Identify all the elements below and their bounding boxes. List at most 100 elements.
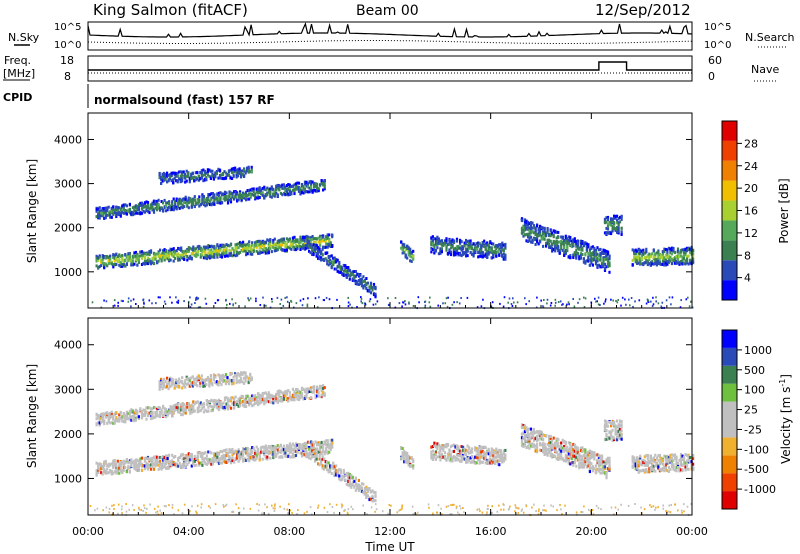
heatmap-cell: [265, 304, 267, 307]
heatmap-cell: [637, 257, 640, 261]
heatmap-cell: [287, 444, 290, 448]
heatmap-cell: [661, 255, 664, 259]
heatmap-cell: [430, 250, 433, 254]
heatmap-cell: [442, 243, 445, 247]
heatmap-cell: [326, 439, 329, 443]
heatmap-cell: [107, 471, 110, 475]
heatmap-cell: [663, 247, 666, 251]
heatmap-cell: [466, 240, 469, 244]
heatmap-cell: [177, 299, 180, 302]
heatmap-cell: [130, 410, 133, 414]
heatmap-cell: [344, 273, 347, 277]
heatmap-cell: [302, 185, 305, 189]
heatmap-cell: [166, 410, 169, 414]
heatmap-cell: [317, 236, 320, 240]
heatmap-cell: [192, 251, 195, 255]
heatmap-cell: [223, 405, 227, 409]
heatmap-cell: [154, 257, 157, 261]
heatmap-cell: [130, 263, 133, 267]
heatmap-cell: [97, 468, 100, 472]
heatmap-cell: [249, 450, 252, 453]
heatmap-cell: [199, 454, 202, 458]
heatmap-cell: [490, 251, 493, 255]
heatmap-cell: [195, 253, 198, 256]
heatmap-cell: [246, 245, 249, 249]
heatmap-cell: [255, 245, 258, 249]
heatmap-cell: [133, 459, 136, 463]
heatmap-cell: [275, 399, 278, 403]
heatmap-cell: [311, 190, 314, 194]
heatmap-cell: [657, 259, 660, 263]
heatmap-cell: [278, 445, 281, 449]
heatmap-cell: [297, 181, 301, 185]
heatmap-cell: [172, 455, 175, 459]
heatmap-cell: [322, 387, 325, 390]
heatmap-cell: [329, 438, 332, 442]
heatmap-cell: [264, 249, 267, 253]
heatmap-cell: [154, 411, 157, 414]
heatmap-cell: [459, 241, 462, 245]
heatmap-cell: [300, 451, 304, 455]
heatmap-cell: [181, 462, 184, 466]
heatmap-cell: [306, 303, 309, 306]
heatmap-cell: [372, 282, 376, 286]
heatmap-cell: [181, 170, 184, 174]
heatmap-cell: [130, 408, 133, 412]
heatmap-cell: [182, 170, 185, 174]
heatmap-cell: [645, 255, 648, 259]
heatmap-cell: [288, 246, 291, 250]
heatmap-cell: [128, 211, 131, 215]
heatmap-cell: [151, 201, 154, 205]
heatmap-cell: [276, 241, 279, 245]
heatmap-cell: [142, 254, 145, 258]
heatmap-cell: [597, 258, 601, 262]
heatmap-cell: [175, 174, 178, 178]
heatmap-cell: [587, 256, 590, 260]
heatmap-cell: [210, 462, 213, 466]
heatmap-cell: [189, 246, 192, 250]
heatmap-cell: [569, 244, 572, 247]
heatmap-cell: [260, 245, 263, 249]
heatmap-cell: [98, 216, 101, 220]
heatmap-cell: [368, 300, 371, 303]
heatmap-cell: [582, 260, 585, 264]
heatmap-cell: [284, 447, 287, 451]
heatmap-cell: [484, 247, 487, 251]
heatmap-cell: [266, 248, 269, 252]
heatmap-cell: [258, 239, 261, 243]
heatmap-cell: [95, 422, 98, 426]
heatmap-cell: [258, 455, 261, 459]
heatmap-cell: [239, 452, 242, 456]
heatmap-cell: [269, 400, 272, 404]
heatmap-cell: [347, 266, 350, 269]
heatmap-cell: [165, 203, 168, 207]
heatmap-cell: [133, 262, 136, 266]
heatmap-cell: [169, 463, 172, 467]
heatmap-cell: [159, 296, 161, 299]
heatmap-cell: [481, 244, 484, 248]
heatmap-cell: [672, 246, 675, 250]
heatmap-cell: [180, 465, 183, 469]
heatmap-cell: [303, 182, 307, 186]
heatmap-cell: [215, 172, 218, 176]
heatmap-cell: [616, 228, 619, 232]
heatmap-cell: [314, 244, 317, 248]
heatmap-cell: [320, 251, 323, 254]
heatmap-cell: [180, 201, 183, 205]
heatmap-cell: [675, 261, 678, 264]
freq-label-1: Freq.: [4, 54, 31, 67]
heatmap-cell: [554, 244, 557, 248]
heatmap-cell: [294, 449, 298, 453]
heatmap-cell: [98, 265, 101, 269]
heatmap-cell: [157, 414, 160, 418]
heatmap-cell: [449, 243, 453, 246]
heatmap-cell: [661, 262, 664, 266]
heatmap-cell: [196, 250, 199, 254]
heatmap-cell: [188, 180, 191, 184]
heatmap-cell: [594, 256, 598, 260]
heatmap-cell: [303, 180, 307, 184]
heatmap-cell: [578, 257, 581, 261]
heatmap-cell: [209, 177, 212, 180]
heatmap-cell: [543, 226, 546, 230]
heatmap-cell: [652, 296, 654, 299]
